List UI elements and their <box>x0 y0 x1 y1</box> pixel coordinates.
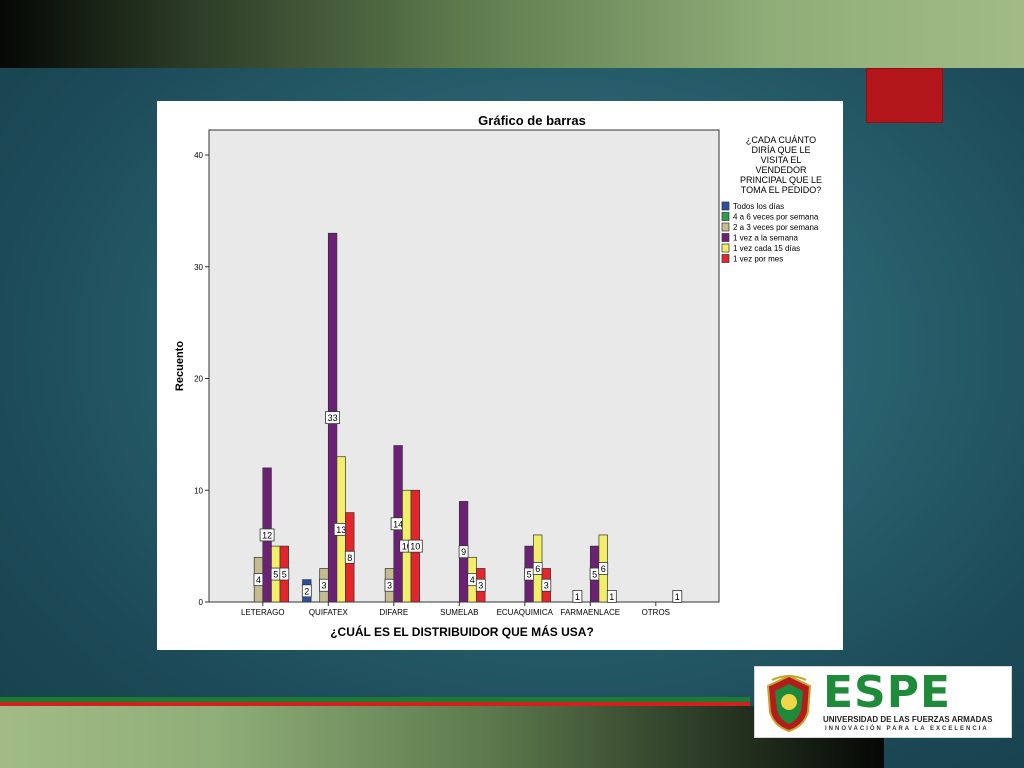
top-decorative-band <box>0 0 1024 68</box>
logo-tagline: INNOVACIÓN PARA LA EXCELENCIA <box>825 726 989 732</box>
legend-item-label: 1 vez cada 15 días <box>733 244 800 253</box>
red-stripe <box>0 702 750 707</box>
legend-item-label: 1 vez por mes <box>733 255 783 264</box>
y-tick-label: 30 <box>194 263 203 272</box>
data-label: 10 <box>410 542 420 552</box>
data-label: 5 <box>527 570 532 580</box>
data-label: 2 <box>304 586 309 596</box>
data-label: 8 <box>347 553 352 563</box>
y-axis: 0 10 20 30 40 <box>194 151 209 607</box>
data-label: 12 <box>262 530 272 540</box>
legend-swatch <box>721 254 730 263</box>
legend: ¿CADA CUÁNTO DIRÍA QUE LE VISITA EL VENDEDO… <box>721 135 822 264</box>
y-tick-label: 10 <box>194 486 203 495</box>
data-label-box <box>541 578 552 592</box>
chart-panel: Gráfico de barras Recuento ¿CUÁL ES EL D… <box>157 101 843 650</box>
x-tick-label: SUMELAB <box>440 608 478 617</box>
legend-swatch <box>721 212 730 221</box>
chart-title: Gráfico de barras <box>478 113 586 128</box>
legend-item-label: 4 a 6 veces por semana <box>733 213 819 222</box>
legend-title: ¿CADA CUÁNTO DIRÍA QUE LE VISITA EL VENDEDO… <box>740 135 822 195</box>
espe-logo: ESPE UNIVERSIDAD DE LAS FUERZAS ARMADAS … <box>754 666 1012 738</box>
legend-swatch <box>721 233 730 242</box>
data-label-box <box>279 567 290 581</box>
data-label: 5 <box>273 570 278 580</box>
data-label: 3 <box>321 581 326 591</box>
legend-swatch <box>721 222 730 232</box>
data-label: 1 <box>675 592 680 602</box>
logo-word: ESPE <box>823 667 952 718</box>
legend-item-label: 2 a 3 veces por semana <box>733 223 819 232</box>
data-label-box <box>672 590 683 603</box>
y-axis-label: Recuento <box>174 341 186 391</box>
green-stripe <box>0 697 750 702</box>
x-axis-label: ¿CUÁL ES EL DISTRIBUIDOR QUE MÁS USA? <box>330 624 594 639</box>
x-tick-label: QUIFATEX <box>309 608 349 617</box>
accent-red-square <box>866 68 943 123</box>
data-label-box <box>598 562 609 575</box>
data-label: 9 <box>461 547 466 557</box>
data-label: 3 <box>544 581 549 591</box>
data-label: 6 <box>535 564 540 574</box>
legend-swatch <box>721 201 730 211</box>
data-label-box <box>325 411 341 425</box>
data-label: 10 <box>402 542 412 552</box>
data-label: 4 <box>470 575 475 585</box>
data-label: 1 <box>609 592 614 602</box>
data-label: 3 <box>387 581 392 591</box>
data-label-box <box>572 590 583 603</box>
data-label: 1 <box>575 592 580 602</box>
data-label: 5 <box>592 570 597 580</box>
data-label: 5 <box>282 570 287 580</box>
data-label-box <box>407 539 423 553</box>
university-emblem-icon <box>766 674 812 733</box>
x-tick-label: FARMAENLACE <box>561 608 621 617</box>
x-tick-label: ECUAQUIMICA <box>497 608 554 617</box>
bottom-decorative-band <box>0 706 884 768</box>
y-tick-label: 20 <box>194 375 203 384</box>
logo-subtitle: UNIVERSIDAD DE LAS FUERZAS ARMADAS <box>823 715 993 724</box>
x-axis-ticks: LETERAGO QUIFATEX DIFARE SUMELAB ECUAQUIMICA… <box>241 602 670 617</box>
data-label: 14 <box>393 519 403 529</box>
x-tick-label: OTROS <box>642 608 670 617</box>
data-label-box <box>259 528 275 542</box>
y-tick-label: 0 <box>199 598 204 607</box>
data-label: 13 <box>336 525 346 535</box>
data-label: 3 <box>478 581 483 591</box>
bar-chart: Gráfico de barras Recuento ¿CUÁL ES EL D… <box>174 113 822 639</box>
data-label-box <box>344 550 355 564</box>
legend-item-label: 1 vez a la semana <box>733 234 798 243</box>
x-tick-label: DIFARE <box>379 608 408 617</box>
data-label-box <box>458 545 469 559</box>
y-tick-label: 40 <box>194 151 203 160</box>
data-label: 6 <box>601 564 606 574</box>
legend-item-label: Todos los días <box>733 202 784 211</box>
data-label-box <box>606 590 617 603</box>
data-label: 33 <box>328 413 338 423</box>
legend-swatch <box>721 243 730 253</box>
data-label-box <box>301 584 312 598</box>
data-label-box <box>475 578 486 592</box>
x-tick-label: LETERAGO <box>241 608 285 617</box>
data-label: 4 <box>256 575 261 585</box>
